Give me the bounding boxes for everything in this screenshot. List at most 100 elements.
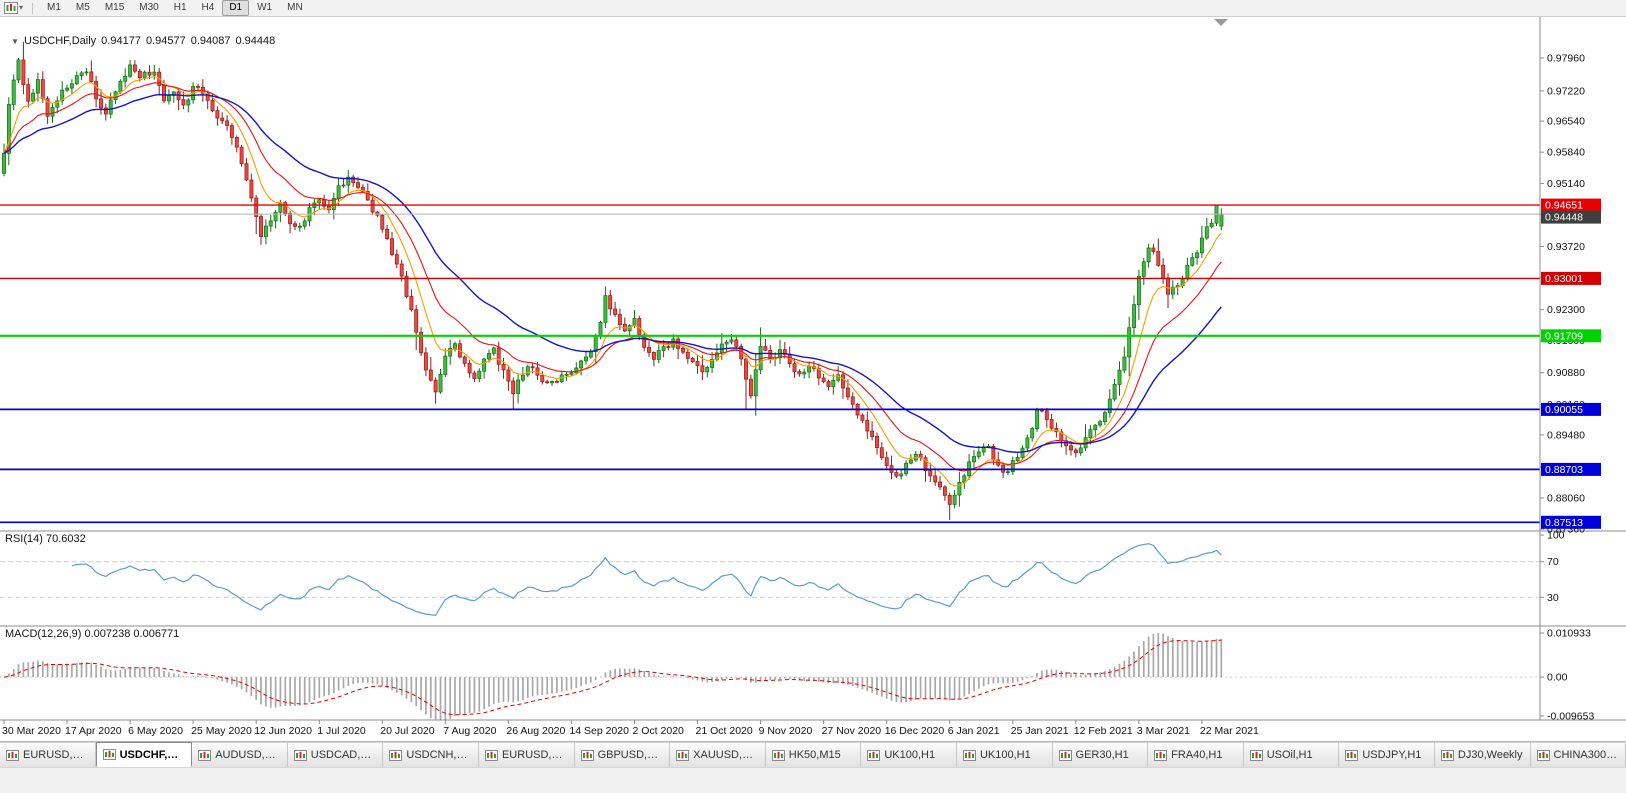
svg-text:17 Apr 2020: 17 Apr 2020 — [65, 725, 122, 737]
chart-tab-usdchf-daily[interactable]: USDCHF,Daily — [95, 742, 193, 767]
chart-tab-label: UK100,H1 — [979, 749, 1031, 761]
chart-tab-icon — [1249, 749, 1263, 761]
ma-slow-line — [3, 93, 1222, 454]
price-label-box — [1541, 329, 1601, 343]
chart-tab-uk100-h1[interactable]: UK100,H1 — [956, 742, 1053, 767]
ohlc-open: 0.94177 — [101, 35, 141, 47]
price-label-box — [1541, 515, 1601, 529]
chart-tab-ger30-h1[interactable]: GER30,H1 — [1052, 742, 1149, 767]
chart-tab-icon — [1058, 749, 1072, 761]
chart-tab-label: EURUSD,Daily — [501, 749, 568, 761]
ohlc-high: 0.94577 — [145, 35, 186, 47]
chart-tab-usdjpy-h1[interactable]: USDJPY,H1 — [1339, 742, 1435, 767]
svg-text:6 Jan 2021: 6 Jan 2021 — [948, 725, 1000, 737]
timeframe-button-h1[interactable]: H1 — [173, 2, 187, 13]
status-bar — [0, 767, 1626, 793]
price-axis[interactable]: 0.97960 0.97220 0.96540 0.95840 0.95140 0.944… — [1540, 53, 1601, 723]
chart-tab-icon — [198, 749, 212, 761]
chart-tab-icon — [962, 749, 976, 761]
toolbar-separator — [32, 2, 34, 14]
candles — [2, 41, 1224, 520]
timeframe-button-mn[interactable]: MN — [287, 2, 303, 13]
chart-tab-icon — [6, 749, 19, 761]
timeframe-button-m15[interactable]: M15 — [104, 2, 125, 13]
candlestick-chart-icon — [4, 2, 18, 14]
chart-tab-icon — [102, 749, 116, 760]
svg-text:14 Sep 2020: 14 Sep 2020 — [569, 725, 629, 737]
chart-tab-label: FRA40,H1 — [1171, 749, 1223, 761]
svg-text:26 Aug 2020: 26 Aug 2020 — [506, 725, 565, 737]
timeframe-button-m1[interactable]: M1 — [47, 2, 61, 13]
svg-text:0.88060: 0.88060 — [1547, 493, 1585, 505]
chart-tab-icon — [1440, 749, 1454, 761]
chart-tab-eurusd-daily[interactable]: EURUSD,Daily — [0, 742, 96, 767]
chart-tab-label: UK100,H1 — [884, 749, 936, 761]
date-axis[interactable]: 30 Mar 2020 17 Apr 2020 6 May 2020 25 May 2… — [2, 720, 1259, 737]
chart-tab-label: USOil,H1 — [1266, 749, 1313, 761]
chart-tab-gbpusd-daily[interactable]: GBPUSD,Daily — [574, 742, 671, 767]
timeframe-button-m5[interactable]: M5 — [75, 2, 90, 13]
svg-text:3 Mar 2021: 3 Mar 2021 — [1137, 725, 1190, 737]
chart-tab-dj30-weekly[interactable]: DJ30,Weekly — [1434, 742, 1531, 767]
svg-text:25 Jan 2021: 25 Jan 2021 — [1011, 725, 1069, 737]
chart-tab-eurusd-daily[interactable]: EURUSD,Daily — [478, 742, 575, 767]
svg-text:0.90055: 0.90055 — [1545, 404, 1583, 416]
svg-text:0.89480: 0.89480 — [1547, 429, 1585, 441]
svg-text:9 Nov 2020: 9 Nov 2020 — [759, 725, 813, 737]
moving-averages — [3, 75, 1222, 487]
chart-tab-hk50-m15[interactable]: HK50,M15 — [765, 742, 862, 767]
rsi-indicator-label: RSI(14) 70.6032 — [5, 533, 86, 545]
chart-tab-label: AUDUSD,Daily — [215, 749, 281, 761]
timeframe-button-m30[interactable]: M30 — [139, 2, 159, 13]
svg-text:0.97220: 0.97220 — [1547, 85, 1585, 97]
chart-tab-icon — [484, 749, 498, 761]
chart-tab-icon — [293, 749, 307, 761]
chart-area[interactable]: 0.97960 0.97220 0.96540 0.95840 0.95140 0.944… — [0, 17, 1626, 741]
chart-tab-icon — [1345, 749, 1359, 761]
chart-type-icon[interactable]: ▾ — [4, 2, 23, 14]
timeframe-button-d1[interactable]: D1 — [222, 0, 250, 16]
chart-tab-label: USDCAD,Daily — [310, 749, 377, 761]
timeframe-button-w1[interactable]: W1 — [257, 2, 273, 13]
svg-text:2 Oct 2020: 2 Oct 2020 — [633, 725, 685, 737]
chart-tab-uk100-h1[interactable]: UK100,H1 — [861, 742, 957, 767]
svg-text:0.93720: 0.93720 — [1547, 241, 1585, 253]
chart-type-caret-icon[interactable]: ▾ — [19, 3, 24, 12]
price-label-box — [1541, 402, 1601, 416]
chart-tab-fra40-h1[interactable]: FRA40,H1 — [1148, 742, 1244, 767]
svg-text:30: 30 — [1547, 592, 1559, 604]
timeframe-button-h4[interactable]: H4 — [201, 2, 215, 13]
svg-text:25 May 2020: 25 May 2020 — [191, 725, 252, 737]
chart-shift-marker-icon[interactable] — [1214, 19, 1228, 26]
chart-info-line: ▼ USDCHF,Daily 0.94177 0.94577 0.94087 0.9444… — [5, 23, 280, 47]
chart-tab-usoil-h1[interactable]: USOil,H1 — [1243, 742, 1340, 767]
chart-tab-usdcad-daily[interactable]: USDCAD,Daily — [287, 742, 384, 767]
svg-text:22 Mar 2021: 22 Mar 2021 — [1200, 725, 1259, 737]
top-toolbar: ▾ M1 M5 M15 M30 H1 H4 D1 W1 MN — [0, 0, 1626, 17]
macd-indicator-label: MACD(12,26,9) 0.007238 0.006771 — [5, 628, 180, 640]
chart-tab-label: DJ30,Weekly — [1457, 749, 1523, 761]
chart-tab-xauusd-daily[interactable]: XAUUSD,Daily — [670, 742, 766, 767]
svg-text:0.92300: 0.92300 — [1547, 304, 1585, 316]
svg-text:0.95840: 0.95840 — [1547, 147, 1585, 159]
svg-text:16 Dec 2020: 16 Dec 2020 — [885, 725, 945, 737]
svg-text:7 Aug 2020: 7 Aug 2020 — [443, 725, 496, 737]
svg-text:0.93001: 0.93001 — [1545, 273, 1583, 285]
price-label-box — [1541, 462, 1601, 476]
chart-tab-china300-h1[interactable]: CHINA300,H1 — [1530, 742, 1626, 767]
chart-tab-usdcnh-daily[interactable]: USDCNH,Daily — [383, 742, 479, 767]
rsi-panel — [0, 543, 1540, 617]
chart-tab-label: GER30,H1 — [1075, 749, 1129, 761]
svg-text:0.94448: 0.94448 — [1545, 212, 1583, 224]
svg-text:100: 100 — [1547, 530, 1565, 542]
chart-tab-icon — [867, 749, 881, 761]
chart-tab-audusd-daily[interactable]: AUDUSD,Daily — [192, 742, 288, 767]
svg-text:0.94651: 0.94651 — [1545, 200, 1583, 212]
chart-tab-label: USDCHF,Daily — [119, 748, 186, 761]
horizontal-level-lines[interactable] — [0, 204, 1540, 524]
svg-text:12 Jun 2020: 12 Jun 2020 — [254, 725, 312, 737]
chart-tab-icon — [580, 749, 594, 761]
one-click-trading-toggle-icon[interactable]: ▼ — [11, 37, 20, 46]
svg-text:30 Mar 2020: 30 Mar 2020 — [2, 725, 61, 737]
ohlc-close: 0.94448 — [235, 35, 276, 47]
